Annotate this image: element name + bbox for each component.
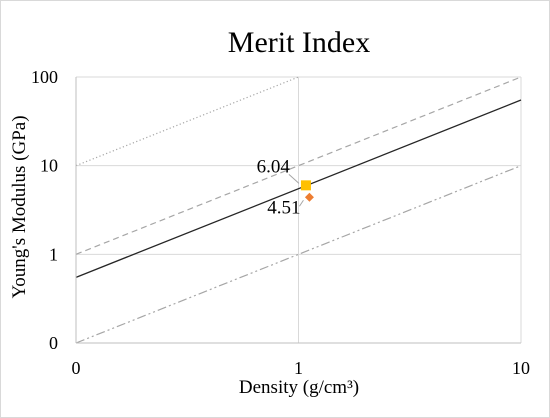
y-tick-label-3: 100 bbox=[31, 67, 58, 87]
y-tick-label-0: 0 bbox=[49, 333, 58, 353]
x-axis-label: Density (g/cm³) bbox=[239, 377, 359, 398]
guide-line-dashdot bbox=[75, 165, 522, 344]
data-points bbox=[300, 180, 314, 202]
data-label-0: 6.04 bbox=[257, 156, 291, 177]
data-labels: 6.04 4.51 bbox=[257, 156, 304, 218]
guide-lines bbox=[75, 76, 522, 344]
x-tick-label-1: 1 bbox=[294, 358, 303, 378]
guide-line-solid bbox=[75, 99, 522, 278]
data-point-diamond bbox=[304, 192, 314, 202]
axes bbox=[75, 77, 521, 344]
x-tick-label-0: 0 bbox=[72, 358, 81, 378]
y-axis-label: Young's Modulus (GPa) bbox=[9, 115, 30, 298]
guide-line-dotted bbox=[75, 76, 299, 167]
y-tick-label-1: 1 bbox=[49, 244, 58, 264]
data-point-square bbox=[300, 180, 311, 191]
x-tick-label-2: 10 bbox=[512, 358, 530, 378]
data-label-leader-1 bbox=[299, 200, 304, 207]
y-tick-label-2: 10 bbox=[40, 156, 58, 176]
data-label-leader-0 bbox=[288, 173, 300, 184]
chart-title: Merit Index bbox=[228, 26, 370, 59]
data-label-1: 4.51 bbox=[267, 197, 300, 218]
